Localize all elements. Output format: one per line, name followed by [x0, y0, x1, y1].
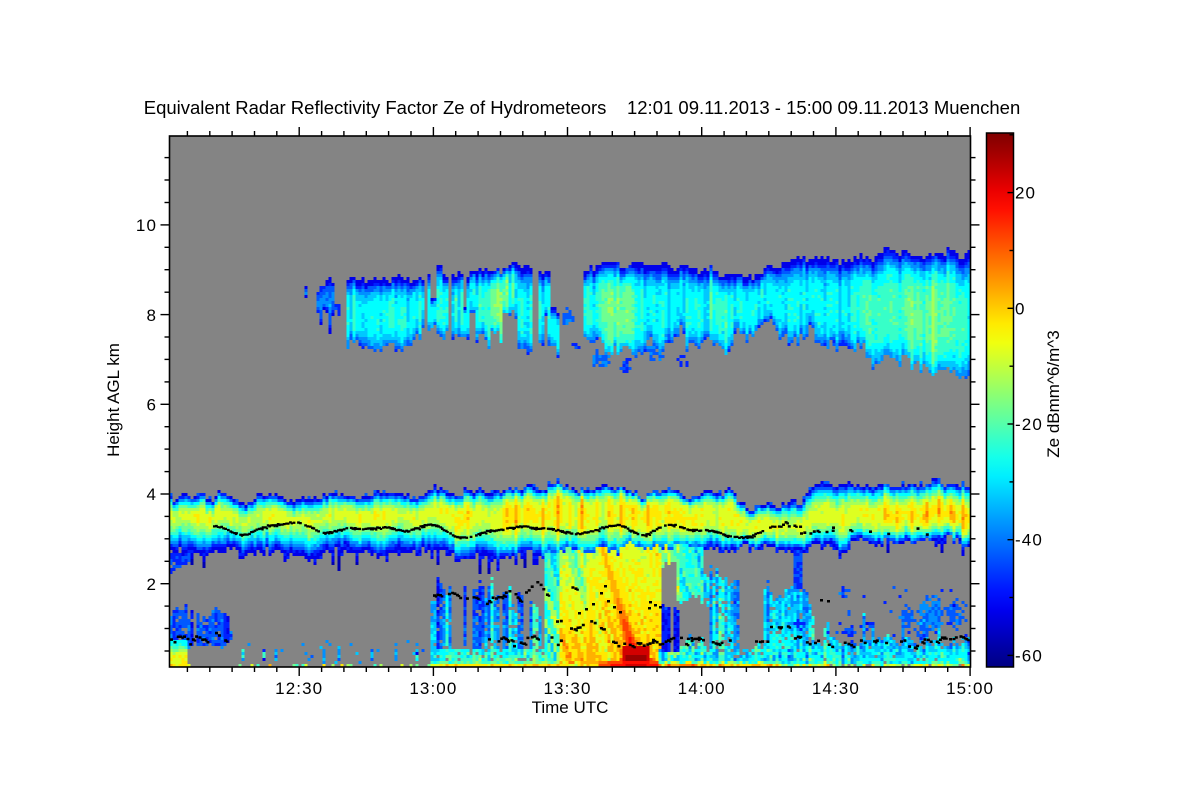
- svg-text:20: 20: [1015, 184, 1036, 203]
- svg-text:4: 4: [146, 485, 157, 504]
- svg-text:10: 10: [136, 216, 157, 235]
- svg-text:6: 6: [146, 396, 157, 415]
- svg-text:14:00: 14:00: [678, 679, 726, 698]
- svg-text:15:00: 15:00: [946, 679, 994, 698]
- svg-text:Time UTC: Time UTC: [532, 698, 609, 717]
- svg-text:-60: -60: [1015, 646, 1043, 665]
- svg-text:13:00: 13:00: [409, 679, 457, 698]
- svg-text:-20: -20: [1015, 415, 1043, 434]
- svg-text:Equivalent Radar Reflectivity: Equivalent Radar Reflectivity Factor Ze …: [144, 97, 1021, 118]
- svg-text:0: 0: [1015, 299, 1026, 318]
- svg-text:Ze dBmm^6/m^3: Ze dBmm^6/m^3: [1044, 330, 1063, 457]
- svg-text:Height AGL km: Height AGL km: [104, 343, 123, 457]
- svg-text:14:30: 14:30: [812, 679, 860, 698]
- svg-text:-40: -40: [1015, 531, 1043, 550]
- svg-text:12:30: 12:30: [275, 679, 323, 698]
- svg-text:2: 2: [146, 575, 157, 594]
- svg-text:13:30: 13:30: [543, 679, 591, 698]
- svg-text:8: 8: [146, 306, 157, 325]
